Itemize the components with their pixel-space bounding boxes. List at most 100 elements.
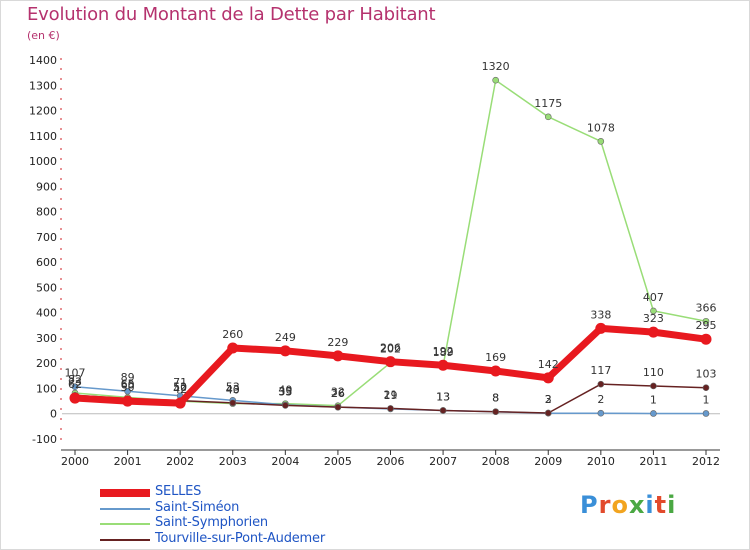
data-label: 103: [696, 368, 717, 381]
y-tick-label: 100: [36, 382, 57, 395]
legend-swatch: [100, 488, 150, 497]
y-tick-label: 1100: [29, 130, 57, 143]
series-layer: [69, 76, 712, 417]
y-tick-label: 400: [36, 307, 57, 320]
data-label: 206: [380, 342, 401, 355]
data-point: [437, 359, 449, 371]
data-label: 50: [121, 381, 135, 394]
x-tick-label: 2000: [61, 455, 89, 468]
data-point: [71, 383, 79, 390]
data-label: 192: [433, 345, 454, 358]
x-tick-label: 2002: [166, 455, 194, 468]
x-tick-label: 2010: [587, 455, 615, 468]
x-tick-label: 2009: [534, 455, 562, 468]
axes: -100 0 100 200 300 400 500 600 700 800 900 1000 1100…: [29, 54, 720, 468]
data-label: 13: [436, 390, 450, 403]
data-label: 3: [545, 393, 552, 406]
data-point: [227, 342, 239, 354]
x-tick-label: 2011: [639, 455, 667, 468]
data-label: 189: [433, 346, 454, 359]
data-point: [69, 392, 81, 404]
y-tick-label: 800: [36, 206, 57, 219]
data-label: 2: [597, 393, 604, 406]
x-tick-label: 2012: [692, 455, 720, 468]
data-point: [334, 403, 342, 411]
data-point: [650, 307, 657, 315]
data-label: 249: [275, 331, 296, 344]
y-tick-label: 1400: [29, 54, 57, 67]
data-point: [650, 382, 657, 390]
data-label: 110: [643, 366, 664, 379]
data-label: 1175: [534, 97, 562, 110]
data-label: 2: [545, 393, 552, 406]
legend-swatch: [100, 507, 150, 510]
data-label: 117: [590, 364, 611, 377]
data-point: [542, 372, 554, 384]
x-tick-label: 2001: [114, 455, 142, 468]
data-label: 62: [68, 378, 82, 391]
data-label: 169: [485, 351, 506, 364]
data-label: 65: [121, 377, 135, 390]
data-label: 82: [68, 373, 82, 386]
data-label: 19: [384, 389, 398, 402]
legend-label: Tourville-sur-Pont-Audemer: [155, 531, 325, 546]
legend-item-selles: SELLES: [100, 484, 360, 500]
data-point: [124, 387, 131, 395]
data-label: 40: [278, 384, 292, 397]
chart-unit-label: (en €): [27, 29, 60, 42]
data-point: [647, 326, 659, 338]
data-label: 1: [703, 393, 710, 406]
data-label: 229: [327, 336, 348, 349]
data-point: [492, 76, 499, 84]
data-label: 73: [68, 375, 82, 388]
data-point: [332, 350, 344, 362]
data-point: [650, 410, 657, 417]
data-point: [595, 322, 607, 334]
data-label: 202: [380, 343, 401, 356]
legend-item-saint-simeon: Saint-Siméon: [100, 500, 360, 516]
data-point: [702, 410, 710, 417]
data-point: [279, 345, 291, 357]
data-label: 71: [173, 376, 187, 389]
data-label: 323: [643, 312, 664, 325]
data-point: [492, 408, 499, 416]
data-label: 53: [226, 380, 240, 393]
y-tick-label: 200: [36, 357, 57, 370]
legend-label: SELLES: [155, 484, 202, 499]
proxiti-logo: Proxiti: [580, 491, 677, 519]
legend-label: Saint-Siméon: [155, 500, 240, 515]
y-tick-label: 1000: [29, 155, 57, 168]
data-label: 8: [492, 392, 499, 405]
x-tick-label: 2005: [324, 455, 352, 468]
data-label: 107: [65, 367, 86, 380]
data-point: [597, 380, 605, 388]
data-label: 407: [643, 291, 664, 304]
data-label: 1320: [482, 60, 510, 73]
data-point: [702, 384, 710, 392]
data-label: 32: [331, 386, 345, 399]
legend-item-tourville: Tourville-sur-Pont-Audemer: [100, 531, 360, 547]
data-point: [597, 138, 605, 145]
data-point: [439, 407, 447, 414]
data-label: 366: [696, 301, 717, 314]
data-label: 89: [121, 371, 135, 384]
legend-item-saint-symphorien: Saint-Symphorien: [100, 515, 360, 531]
y-tick-label: 900: [36, 180, 57, 193]
y-tick-label: 300: [36, 332, 57, 345]
data-label: 1078: [587, 121, 615, 134]
data-label: 1: [650, 393, 657, 406]
data-point: [700, 333, 712, 345]
data-label: 52: [173, 381, 187, 394]
y-tick-label: 1200: [29, 105, 57, 118]
x-tick-label: 2008: [482, 455, 510, 468]
data-label: 142: [538, 358, 559, 371]
data-point: [122, 395, 134, 407]
legend-swatch: [100, 522, 150, 525]
data-point: [282, 402, 289, 409]
data-label: 260: [222, 328, 243, 341]
y-tick-label: 600: [36, 256, 57, 269]
data-label: 13: [436, 390, 450, 403]
data-label: 26: [331, 387, 345, 400]
